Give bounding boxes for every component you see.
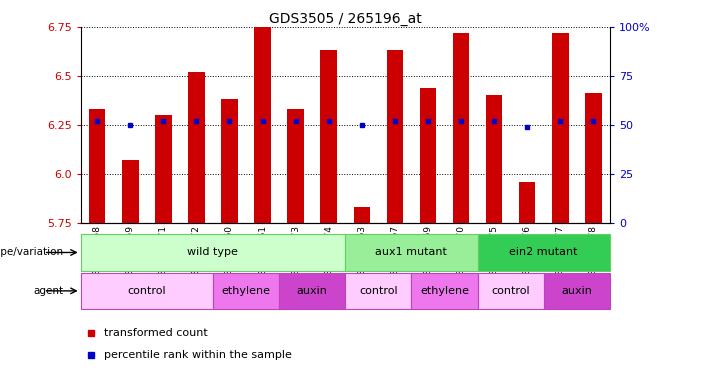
Bar: [346, 273, 411, 309]
Bar: [320, 50, 337, 223]
Text: agent: agent: [33, 286, 63, 296]
Bar: [254, 27, 271, 223]
Bar: [213, 273, 279, 309]
Bar: [477, 234, 610, 271]
Bar: [122, 160, 139, 223]
Title: GDS3505 / 265196_at: GDS3505 / 265196_at: [269, 12, 421, 26]
Bar: [279, 273, 346, 309]
Bar: [486, 95, 503, 223]
Text: ethylene: ethylene: [420, 286, 469, 296]
Text: aux1 mutant: aux1 mutant: [376, 247, 447, 258]
Bar: [386, 50, 403, 223]
Bar: [222, 99, 238, 223]
Text: percentile rank within the sample: percentile rank within the sample: [104, 350, 292, 360]
Bar: [420, 88, 436, 223]
Bar: [544, 273, 610, 309]
Text: genotype/variation: genotype/variation: [0, 247, 63, 258]
Bar: [585, 93, 601, 223]
Bar: [353, 207, 370, 223]
Bar: [155, 115, 172, 223]
Text: control: control: [128, 286, 166, 296]
Bar: [287, 109, 304, 223]
Text: auxin: auxin: [297, 286, 327, 296]
Text: auxin: auxin: [562, 286, 592, 296]
Bar: [188, 72, 205, 223]
Bar: [453, 33, 469, 223]
Bar: [411, 273, 477, 309]
Bar: [552, 33, 569, 223]
Text: control: control: [491, 286, 530, 296]
Text: wild type: wild type: [187, 247, 238, 258]
Bar: [519, 182, 536, 223]
Text: control: control: [359, 286, 397, 296]
Bar: [346, 234, 477, 271]
Bar: [81, 234, 346, 271]
Text: ethylene: ethylene: [222, 286, 271, 296]
Bar: [477, 273, 544, 309]
Bar: [89, 109, 105, 223]
Text: transformed count: transformed count: [104, 328, 208, 338]
Text: ein2 mutant: ein2 mutant: [510, 247, 578, 258]
Bar: [81, 273, 213, 309]
